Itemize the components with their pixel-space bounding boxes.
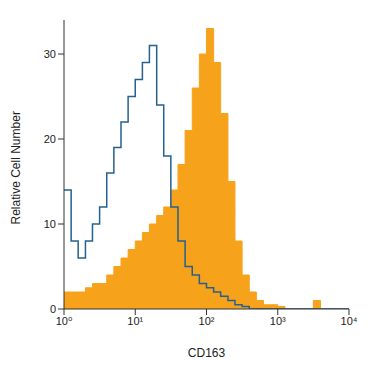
svg-text:Relative Cell Number: Relative Cell Number [9,111,23,224]
svg-text:CD163: CD163 [188,346,226,360]
svg-text:10¹: 10¹ [127,315,143,327]
svg-text:10²: 10² [199,315,215,327]
svg-text:20: 20 [44,133,56,145]
svg-text:10⁴: 10⁴ [341,315,358,327]
svg-text:30: 30 [44,48,56,60]
svg-text:10⁰: 10⁰ [56,315,73,327]
svg-text:10: 10 [44,218,56,230]
svg-text:10³: 10³ [270,315,286,327]
svg-text:0: 0 [50,303,56,315]
